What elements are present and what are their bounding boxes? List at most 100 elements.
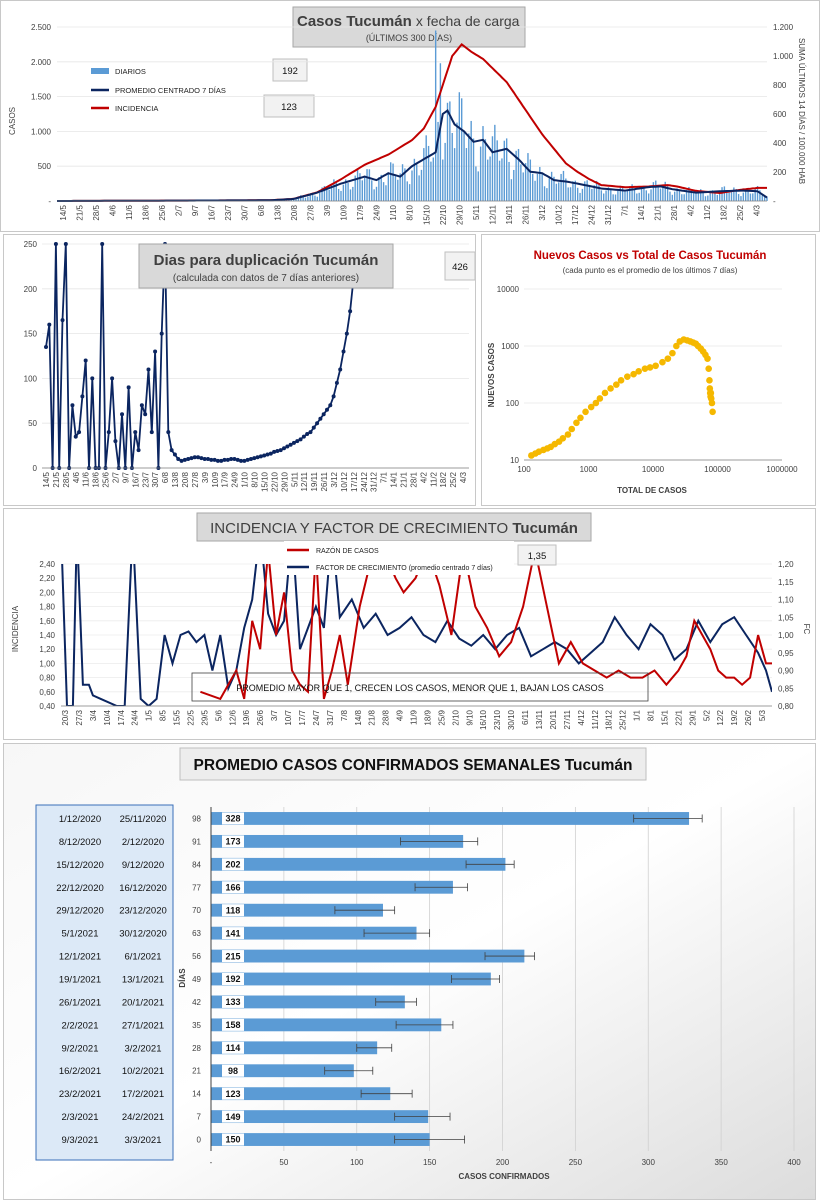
x-tick-label: 10/4: [103, 709, 112, 725]
y-axis-label: CASOS: [8, 107, 17, 135]
day-label: 98: [192, 814, 201, 823]
data-point: [311, 425, 316, 430]
x-tick-label: 18/9: [423, 709, 432, 725]
data-point: [268, 451, 273, 456]
date-start: 13/1/2021: [122, 975, 164, 986]
data-point: [209, 457, 214, 462]
x-tick-label: 26/11: [320, 471, 329, 491]
chart-title: Dias para duplicación Tucumán: [154, 252, 379, 269]
x-tick-label: 5/3: [758, 709, 767, 721]
y-tick-label: 0,80: [39, 674, 55, 683]
bar-value-label: 158: [225, 1020, 240, 1030]
x-tick-label: 25/6: [102, 471, 111, 487]
x-tick-label: 4/6: [109, 204, 118, 216]
bar: [211, 1110, 429, 1124]
chart-subtitle: (ÚLTIMOS 300 DÍAS): [366, 33, 452, 43]
data-point: [275, 448, 280, 453]
x-tick-label: 17/12: [571, 204, 580, 225]
date-start: 17/2/2021: [122, 1089, 164, 1100]
x-tick-label: 20/11: [549, 709, 558, 729]
bar-value-bg: [222, 973, 244, 985]
y-tick-label: 2.000: [31, 58, 52, 67]
data-point: [282, 446, 287, 451]
scatter-point: [613, 381, 620, 388]
title-box: [179, 747, 647, 781]
title-box: [138, 243, 394, 289]
x-tick-label: 6/11: [521, 709, 530, 725]
bar-value-label: 202: [225, 860, 240, 870]
data-point: [262, 453, 267, 458]
promedio-semanal-chart: PROMEDIO CASOS CONFIRMADOS SEMANALES Tuc…: [4, 744, 815, 1199]
scatter-point: [607, 385, 614, 392]
x-tick-label: 8/10: [251, 471, 260, 487]
x-tick-label: 4/12: [577, 709, 586, 725]
scatter-point: [673, 342, 680, 350]
x-tick-label: 150: [423, 1158, 437, 1167]
note-box: [191, 672, 649, 702]
x-tick-label: 27/3: [75, 709, 84, 725]
x-tick-label: 9/10: [465, 709, 474, 725]
incidencia-factor-chart: INCIDENCIA Y FACTOR DE CRECIMIENTO Tucum…: [11, 512, 811, 730]
svg-text:INCIDENCIA Y FACTOR DE CRECIMI: INCIDENCIA Y FACTOR DE CRECIMIENTO Tucum…: [210, 520, 578, 537]
date-start: 6/1/2021: [125, 952, 162, 963]
scatter-point: [601, 389, 609, 397]
x-tick-label: 350: [714, 1158, 728, 1167]
x-tick-label: 28/5: [62, 471, 71, 487]
data-point: [318, 416, 323, 421]
value-promedio: 192: [282, 66, 298, 77]
y-axis-label: INCIDENCIA: [11, 605, 20, 652]
x-tick-label: 14/8: [354, 709, 363, 725]
x-tick-label: 30/10: [507, 709, 516, 730]
data-point: [324, 407, 329, 412]
x-tick-label: 24/9: [373, 204, 382, 220]
scatter-point: [706, 377, 713, 384]
date-start: 20/1/2021: [122, 997, 164, 1008]
data-point: [179, 458, 184, 463]
y-tick-label: 150: [24, 330, 38, 339]
y-tick-label: 1,60: [39, 617, 55, 626]
day-label: 21: [192, 1067, 201, 1076]
x-tick-label: 3/9: [201, 471, 210, 483]
casos-chart: Casos Tucumán x fecha de carga (ÚLTIMOS …: [8, 6, 806, 225]
x-tick-label: 13/11: [535, 709, 544, 729]
data-point: [205, 457, 210, 462]
panel-promedio-semanal: PROMEDIO CASOS CONFIRMADOS SEMANALES Tuc…: [3, 743, 816, 1200]
chart-title-suffix: x fecha de carga: [416, 13, 520, 29]
value-box-incidencia: [263, 94, 315, 118]
data-point: [70, 403, 75, 408]
x-tick-label: 25/2: [449, 471, 458, 487]
series-razon-line: [200, 564, 772, 701]
date-end: 9/3/2021: [62, 1135, 99, 1146]
x-tick-label: 2/7: [175, 204, 184, 216]
x-tick-label: 11/6: [125, 204, 134, 220]
x-tick-label: 12/11: [300, 471, 309, 491]
date-end: 2/3/2021: [62, 1112, 99, 1123]
day-label: 14: [192, 1090, 201, 1099]
data-point: [239, 458, 244, 463]
nuevos-vs-total-chart: Nuevos Casos vs Total de Casos Tucumán (…: [487, 250, 798, 495]
x-tick-label: 27/8: [307, 204, 316, 220]
bar: [211, 1133, 430, 1146]
y-tick-label: 250: [24, 240, 38, 249]
x-tick-label: 20/8: [181, 471, 190, 487]
data-point: [80, 394, 85, 399]
y2-axis-label: FC: [802, 624, 811, 635]
x-tick-label: 26/6: [256, 709, 265, 725]
data-point: [73, 434, 78, 439]
chart-title: INCIDENCIA Y FACTOR DE CRECIMIENTO: [210, 520, 508, 537]
chart-title: Casos Tucumán: [297, 13, 412, 30]
x-tick-label: 4/3: [752, 204, 761, 216]
scatter-point: [646, 364, 654, 371]
x-tick-label: 50: [279, 1158, 288, 1167]
x-tick-label: 13/8: [171, 471, 180, 487]
scatter-point: [669, 349, 676, 357]
bar-value-bg: [222, 1087, 244, 1100]
bar-value-label: 133: [225, 997, 240, 1007]
x-tick-label: 17/4: [117, 709, 126, 725]
x-tick-label: 15/1: [660, 709, 669, 725]
data-point: [192, 455, 197, 460]
x-tick-label: 28/8: [382, 709, 391, 725]
data-point: [301, 434, 306, 439]
date-start: 3/2/2021: [125, 1043, 162, 1054]
